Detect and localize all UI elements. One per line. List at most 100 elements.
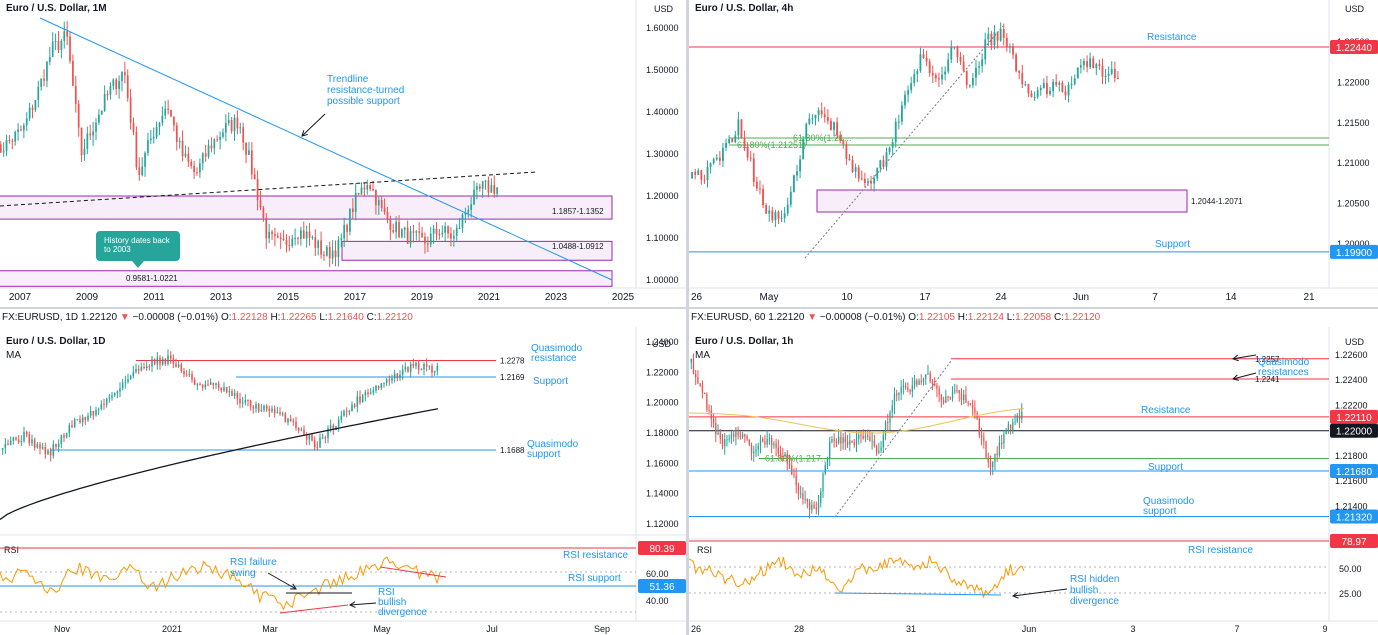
x-tick-label: Jul xyxy=(486,624,498,634)
candle xyxy=(882,160,885,167)
candle xyxy=(169,355,172,359)
candle xyxy=(343,410,345,416)
candle xyxy=(207,145,210,157)
candle xyxy=(897,121,900,123)
candle xyxy=(256,179,259,201)
arrow-line xyxy=(1232,354,1257,360)
currency-label: USD xyxy=(1345,337,1365,347)
y-tick-label: 1.21800 xyxy=(1335,451,1368,461)
candle xyxy=(103,94,106,111)
candle xyxy=(2,151,5,153)
candle xyxy=(1058,82,1061,85)
candle xyxy=(817,110,820,115)
candle xyxy=(48,57,51,62)
zone-box xyxy=(816,189,1188,213)
open-label: O: xyxy=(220,312,232,323)
candle xyxy=(92,131,94,136)
candle xyxy=(755,449,757,452)
candle xyxy=(724,439,726,447)
chart-title: Euro / U.S. Dollar, 4h xyxy=(695,3,794,14)
candle xyxy=(259,200,262,208)
candle xyxy=(265,217,268,239)
candle xyxy=(152,136,155,139)
candle xyxy=(481,181,484,189)
candle xyxy=(265,405,268,409)
candle xyxy=(820,491,822,503)
daily-chart-panel[interactable]: FX:EURUSD, 1D 1.22120 ▼ −0.00008 (−0.01%… xyxy=(0,309,686,635)
candle xyxy=(183,371,185,375)
candle xyxy=(292,420,295,422)
open-value: 1.22105 xyxy=(918,312,955,323)
candle xyxy=(722,147,724,161)
candle xyxy=(149,138,152,141)
rsi-support-value-tag xyxy=(638,579,686,593)
resistance-price: 1.22110 xyxy=(1336,413,1372,424)
price-change: −0.00008 (−0.01%) xyxy=(132,312,219,323)
candle xyxy=(1,447,4,450)
candle xyxy=(757,446,759,450)
candle xyxy=(823,114,826,118)
x-tick-label: 2025 xyxy=(612,292,635,303)
price-change: −0.00008 (−0.01%) xyxy=(819,312,906,323)
x-tick-label: Jun xyxy=(1073,292,1089,303)
candle xyxy=(407,366,409,372)
h1-chart-panel[interactable]: FX:EURUSD, 60 1.22120 ▼ −0.00008 (−0.01%… xyxy=(689,309,1378,635)
hourly-chart[interactable]: USD1.226001.224001.222001.218001.216001.… xyxy=(689,309,1378,635)
y-tick-label: 1.10000 xyxy=(646,233,679,243)
rsi-tick: 50.00 xyxy=(1339,564,1362,574)
monthly-chart-panel[interactable]: USD 1.60000 1.50000 1.40000 1.30000 1.20000 1.… xyxy=(0,0,686,307)
candle xyxy=(260,409,263,412)
candle xyxy=(215,383,217,386)
candle xyxy=(294,238,296,240)
candle xyxy=(820,110,823,115)
candle xyxy=(735,432,737,437)
h4-chart[interactable]: USD1.225001.220001.215001.210001.205001.… xyxy=(689,0,1378,307)
rsi-resistance-value: 80.39 xyxy=(649,544,674,555)
x-tick-label: 7 xyxy=(1234,624,1239,634)
candle xyxy=(366,185,369,190)
candle xyxy=(777,447,780,454)
x-tick-label: 26 xyxy=(691,292,703,303)
candle xyxy=(799,159,802,172)
x-tick-label: 2019 xyxy=(411,292,434,303)
candle xyxy=(353,404,356,407)
candle xyxy=(759,439,762,447)
candle xyxy=(295,421,297,429)
candle xyxy=(289,418,292,421)
monthly-chart[interactable]: USD 1.60000 1.50000 1.40000 1.30000 1.20000 1.… xyxy=(0,0,686,307)
candle xyxy=(190,161,193,166)
candle xyxy=(855,438,858,445)
candle xyxy=(239,398,241,404)
candle xyxy=(896,393,898,396)
last-price: 1.22120 xyxy=(768,312,805,323)
candle xyxy=(950,46,953,60)
arrow-line xyxy=(267,572,297,590)
candle xyxy=(922,54,925,58)
candle xyxy=(691,171,694,179)
candle xyxy=(749,157,752,159)
candle xyxy=(121,382,124,389)
candle xyxy=(699,383,701,386)
candle xyxy=(900,386,902,394)
candle xyxy=(870,181,872,184)
candle xyxy=(252,406,255,409)
candle xyxy=(944,71,947,75)
candle xyxy=(1021,411,1023,420)
h4-chart-panel[interactable]: USD1.225001.220001.215001.210001.205001.… xyxy=(689,0,1378,307)
candle xyxy=(37,86,40,101)
candle xyxy=(385,379,388,383)
x-tick-label: 2013 xyxy=(210,292,233,303)
candle xyxy=(268,408,271,412)
candle xyxy=(9,440,12,445)
candle xyxy=(22,125,25,131)
candle xyxy=(998,443,1001,456)
callout-pointer-icon xyxy=(132,261,144,268)
candle xyxy=(1113,68,1116,79)
candle xyxy=(415,362,417,367)
candle xyxy=(954,390,956,392)
candle xyxy=(779,453,782,457)
candle xyxy=(111,395,113,398)
candle xyxy=(412,363,415,367)
resistance-price-tag xyxy=(1330,409,1378,424)
